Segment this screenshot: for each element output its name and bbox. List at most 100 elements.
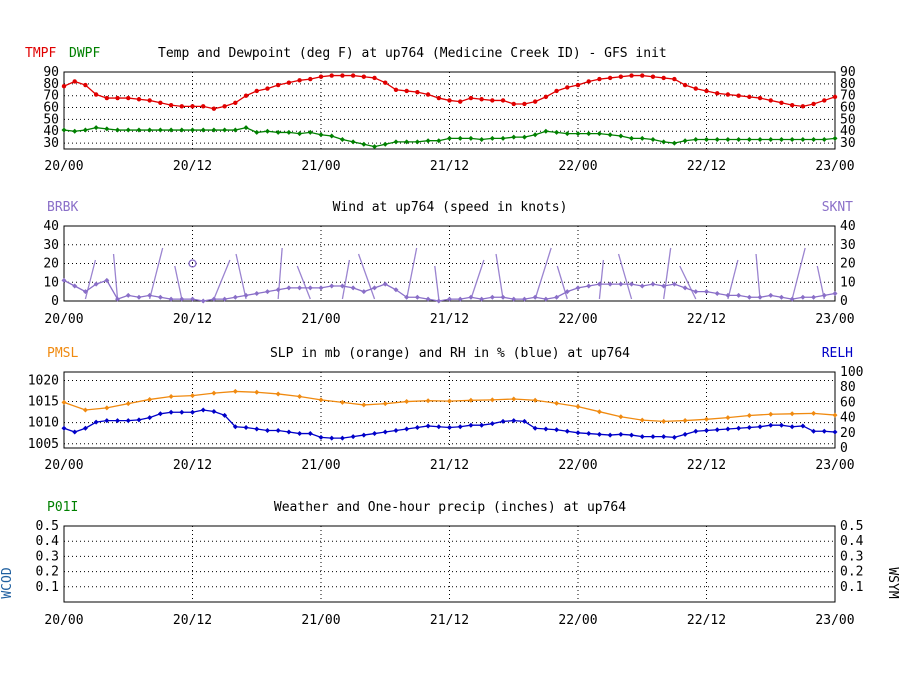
dwpf-point (136, 127, 142, 133)
dwpf-point (778, 137, 784, 143)
relh-point (414, 424, 420, 430)
relh-point (190, 409, 195, 415)
sknt-point (222, 296, 228, 302)
y-tick-label: 1015 (28, 395, 59, 410)
tmpf-point (607, 75, 613, 81)
tmpf-point (458, 99, 463, 104)
sknt-point (714, 291, 720, 296)
sknt-point (318, 285, 324, 291)
pmsl-point (147, 396, 153, 402)
wind-barb (112, 253, 119, 300)
y2-tick-label: 20 (840, 426, 856, 441)
relh-point (286, 429, 292, 435)
relh-point (532, 425, 538, 431)
dwpf-point (361, 141, 367, 147)
tmpf-point (468, 95, 474, 101)
tmpf-point (425, 92, 431, 97)
pmsl-point (639, 417, 645, 423)
dwpf-point (382, 141, 388, 147)
pmsl-point (339, 399, 345, 405)
relh-point (543, 426, 549, 432)
tmpf-point (650, 74, 656, 79)
tmpf-point (629, 73, 634, 78)
dwpf-point (650, 137, 656, 143)
pmsl-point (746, 412, 752, 418)
tmpf-point (254, 88, 259, 94)
x-tick-label: 21/00 (301, 312, 340, 327)
relh-point (468, 422, 474, 428)
relh-point (297, 431, 303, 437)
pmsl-point (811, 410, 817, 416)
y-tick-label: 0 (51, 294, 59, 309)
x-tick-label: 21/12 (430, 159, 469, 174)
y-tick-label: 40 (43, 219, 59, 234)
relh-point (457, 424, 463, 430)
relh-point (789, 424, 795, 430)
x-tick-label: 21/12 (430, 613, 469, 628)
wind-barb (341, 259, 351, 300)
dwpf-point (543, 128, 549, 134)
dwpf-point (532, 132, 538, 138)
pmsl-point (254, 389, 260, 395)
dwpf-point (157, 127, 163, 133)
y-tick-label: 90 (43, 65, 59, 80)
relh-point (489, 421, 495, 427)
relh-point (511, 418, 517, 424)
tmpf-point (158, 100, 163, 106)
relh-point (264, 428, 270, 434)
tmpf-point (286, 80, 292, 85)
tmpf-point (704, 88, 709, 94)
pmsl-point (704, 416, 709, 422)
dwpf-point (521, 134, 527, 140)
dwpf-point (800, 137, 806, 143)
tmpf-point (350, 73, 356, 78)
pmsl-point (682, 418, 688, 424)
relh-point (393, 428, 399, 434)
y2-tick-label: 40 (840, 411, 856, 426)
relh-label: RELH (822, 346, 853, 361)
relh-point (682, 431, 688, 437)
dwpf-point (789, 137, 795, 143)
y-tick-label: 70 (43, 89, 59, 104)
sknt-point (104, 277, 110, 283)
sknt-point (618, 281, 624, 287)
dwpf-point (179, 127, 185, 133)
dwpf-point (639, 135, 645, 141)
relh-point (436, 424, 442, 430)
x-tick-label: 21/12 (430, 458, 469, 473)
tmpf-point (318, 74, 324, 79)
relh-point (82, 425, 88, 431)
sknt-point (393, 287, 399, 293)
tmpf-point (447, 98, 452, 103)
relh-point (521, 418, 527, 424)
sknt-point (736, 292, 742, 298)
y2-tick-label: 0.4 (840, 534, 864, 549)
sknt-point (211, 296, 217, 302)
relh-point (725, 426, 731, 432)
x-tick-label: 20/12 (173, 159, 212, 174)
wind-barb (277, 247, 283, 300)
y2-tick-label: 0.2 (840, 565, 863, 580)
dwpf-point (404, 139, 410, 145)
relh-point (275, 428, 281, 434)
tmpf-point (61, 84, 67, 89)
relh-point (222, 412, 228, 418)
dwpf-point (125, 127, 131, 133)
relh-point (661, 434, 667, 440)
sknt-point (778, 294, 784, 300)
relh-point (447, 424, 452, 430)
sknt-point (543, 296, 549, 302)
dwpf-point (511, 134, 517, 140)
dwpf-point (318, 132, 324, 138)
p01i-label: P01I (47, 500, 78, 515)
dwpf-point (586, 131, 592, 137)
dwpf-point (168, 127, 174, 133)
slp-rh-panel: PMSL RELH SLP in mb (orange) and RH in %… (28, 346, 864, 473)
dwpf-point (297, 131, 303, 137)
pmsl-point (382, 401, 388, 407)
dwpf-point (286, 129, 292, 135)
pmsl-point (768, 411, 774, 417)
wind-barb (149, 247, 164, 300)
sknt-point (136, 294, 142, 300)
